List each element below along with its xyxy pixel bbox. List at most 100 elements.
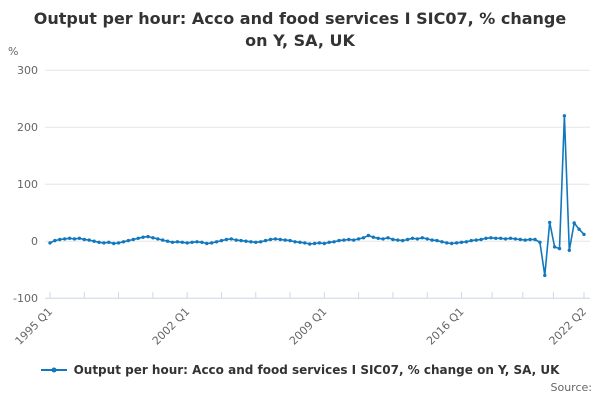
chart-title-line-1: Output per hour: Acco and food services … [33, 9, 567, 28]
data-point-marker [567, 248, 571, 252]
data-point-marker [180, 240, 184, 244]
data-point-marker [405, 237, 410, 242]
x-tick-label: 2002 Q1 [150, 305, 193, 348]
data-point-marker [107, 240, 111, 244]
data-point-marker [484, 236, 488, 240]
data-point-marker [283, 238, 287, 242]
data-point-marker [352, 238, 356, 242]
data-point-marker [523, 238, 527, 242]
data-point-marker [508, 236, 513, 240]
data-point-marker [273, 237, 278, 241]
data-point-marker [195, 240, 199, 244]
data-point-marker [126, 238, 131, 243]
data-point-marker [513, 237, 518, 241]
data-point-marker [474, 238, 478, 242]
data-point-marker [308, 242, 312, 246]
y-tick-label: 100 [17, 178, 38, 191]
data-point-marker [229, 237, 233, 241]
data-point-marker [210, 241, 214, 245]
data-point-marker [356, 237, 361, 241]
data-point-marker [503, 237, 508, 241]
data-point-marker [337, 238, 341, 243]
data-point-marker [391, 237, 395, 242]
data-point-marker [518, 237, 522, 242]
data-point-marker [371, 235, 375, 239]
data-point-marker [469, 238, 473, 243]
data-point-marker [205, 241, 209, 246]
data-point-marker [499, 236, 503, 240]
data-point-marker [322, 241, 326, 246]
data-point-marker [97, 240, 101, 244]
data-point-marker [268, 237, 273, 242]
data-point-marker [146, 234, 150, 239]
data-point-marker [156, 237, 160, 241]
data-point-marker [396, 238, 400, 242]
y-tick-label: -100 [13, 292, 38, 305]
data-point-marker [293, 240, 297, 244]
data-point-marker [67, 236, 72, 240]
data-point-marker [548, 220, 552, 225]
y-tick-label: 300 [17, 64, 38, 77]
data-point-marker [327, 240, 331, 244]
data-point-marker [121, 240, 126, 244]
data-point-marker [494, 236, 498, 240]
data-point-marker [386, 236, 390, 240]
data-point-marker [557, 246, 562, 251]
data-point-marker [415, 237, 420, 241]
x-tick-label: 1995 Q1 [13, 305, 56, 348]
x-tick-label: 2016 Q1 [424, 305, 467, 348]
data-point-marker [435, 238, 439, 243]
data-point-marker [450, 241, 454, 246]
data-point-marker [459, 240, 464, 244]
chart-title-line-2: on Y, SA, UK [245, 31, 355, 50]
data-point-marker [87, 238, 91, 242]
data-point-marker [489, 236, 493, 240]
data-point-marker [278, 237, 282, 242]
data-point-marker [190, 240, 194, 244]
data-point-marker [185, 241, 189, 245]
data-point-marker [312, 241, 317, 246]
data-point-marker [479, 237, 483, 242]
data-point-marker [200, 240, 204, 244]
data-point-marker [263, 238, 268, 243]
data-point-marker [552, 245, 557, 249]
data-point-marker [543, 273, 547, 278]
data-point-marker [440, 240, 444, 244]
data-point-marker [303, 241, 307, 245]
data-point-marker [361, 236, 366, 240]
data-point-marker [332, 240, 336, 244]
data-point-marker [342, 238, 346, 242]
data-point-marker [454, 241, 459, 245]
data-point-marker [259, 240, 263, 244]
data-point-marker [420, 236, 424, 240]
data-point-marker [58, 237, 62, 242]
data-point-marker [538, 240, 542, 244]
data-point-marker [72, 237, 77, 241]
data-point-marker [170, 240, 175, 244]
data-point-marker [77, 236, 82, 240]
y-tick-label: 200 [17, 121, 38, 134]
data-point-marker [562, 114, 567, 118]
data-point-marker [234, 238, 238, 242]
data-point-marker [112, 241, 116, 246]
data-point-marker [410, 236, 415, 240]
data-point-marker [175, 240, 180, 244]
x-tick-label: 2009 Q1 [287, 305, 330, 348]
y-axis-unit-label: % [8, 45, 19, 58]
data-point-marker [577, 227, 581, 231]
legend-item[interactable]: Output per hour: Acco and food services … [0, 363, 600, 377]
data-point-marker [62, 237, 67, 241]
data-point-marker [48, 241, 52, 245]
data-point-marker [244, 239, 248, 243]
data-point-marker [136, 236, 140, 240]
data-point-marker [92, 239, 96, 243]
chart-title: Output per hour: Acco and food services … [0, 8, 600, 52]
data-point-marker [572, 221, 576, 225]
data-point-marker [249, 240, 253, 244]
data-series-line [49, 114, 585, 277]
data-point-marker [239, 238, 243, 243]
data-point-marker [464, 240, 469, 244]
legend-line-marker-icon [40, 367, 67, 373]
